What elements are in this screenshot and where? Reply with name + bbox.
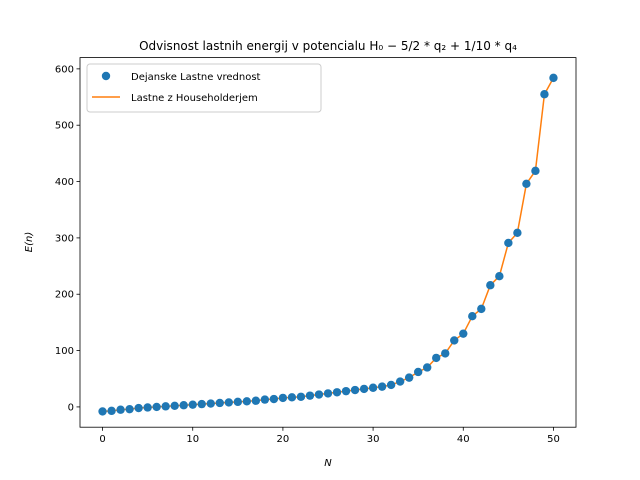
eigenvalue-point [269,394,279,404]
x-tick-label: 20 [277,434,290,445]
x-axis-ticks: 0 10 20 30 40 50 [99,427,560,445]
eigenvalue-point [368,383,378,392]
eigenvalue-point [332,388,342,397]
legend: Dejanske Lastne vrednost Lastne z Househo… [86,63,322,113]
eigenvalue-point [125,404,134,414]
legend-box [86,63,322,113]
legend-entry-label: Lastne z Householderjem [131,93,258,104]
eigenvalue-point [395,377,405,386]
y-axis-ticks: 0 100 200 300 400 500 600 [55,64,80,413]
y-tick-label: 500 [55,121,74,132]
eigenvalue-point [504,238,513,248]
eigenvalue-point [278,393,288,403]
eigenvalue-point [314,390,324,399]
eigenvalue-point [432,353,441,363]
eigenvalue-point [98,407,107,416]
eigenvalue-point [134,403,143,413]
eigenvalue-point [323,389,333,398]
scatter-series-layer [98,73,558,416]
eigenvalue-point [423,363,432,372]
eigenvalue-point [287,393,297,402]
eigenvalue-point [233,397,243,407]
eigenvalue-point [531,166,540,176]
y-tick-label: 0 [68,402,74,413]
line-series-layer [102,77,555,413]
eigenvalue-point [468,312,477,321]
eigenvalue-point [404,373,414,382]
eigenvalue-point [188,400,197,409]
y-tick-label: 200 [55,290,74,301]
eigenvalue-point [152,402,161,412]
eigenvalue-point [242,397,252,406]
x-axis-label: N [324,458,332,469]
eigenvalue-point [441,349,450,358]
eigenvalue-point [305,391,315,400]
y-tick-label: 300 [55,233,74,244]
plot-area-frame [79,57,577,428]
y-tick-label: 600 [55,64,74,75]
chart-title-group: Odvisnost lastnih energij v potencialu H… [139,39,517,53]
eigenvalue-point [197,399,206,409]
eigenvalue-point [170,401,179,410]
eigenvalue-point [215,398,224,408]
chart-title: Odvisnost lastnih energij v potencialu H… [139,39,517,53]
eigenvalue-point [161,402,170,411]
eigenvalue-point [495,272,504,281]
eigenvalue-point [350,385,360,395]
eigenvalue-point [450,336,459,345]
x-tick-label: 10 [186,434,199,445]
eigenvalue-point [459,329,468,338]
eigenvalue-point [179,401,188,410]
x-tick-label: 0 [99,434,105,445]
eigenvalue-point [251,396,261,405]
y-axis-label: E(n) [24,232,35,252]
eigenvalue-point [359,384,369,394]
householder-series-line [102,77,555,413]
eigenvalue-point [107,406,116,416]
eigenvalue-point [296,392,306,401]
legend-entry-label: Dejanske Lastne vrednost [131,72,261,83]
eigenvalue-point [143,403,152,412]
eigenvalue-point [522,179,531,189]
eigenvalue-point [486,281,495,290]
x-tick-label: 30 [367,434,380,445]
x-tick-label: 50 [547,434,560,445]
eigenvalue-point [260,395,270,404]
y-tick-label: 100 [55,346,74,357]
eigenvalue-point [540,90,549,99]
x-tick-label: 40 [457,434,470,445]
eigenvalue-point [549,73,558,83]
legend-point-swatch [101,71,111,81]
y-tick-label: 400 [55,177,74,188]
eigenvalue-point [116,405,125,414]
eigenvalue-point [206,399,215,408]
eigenvalue-point [377,382,387,391]
eigenvalue-point [477,304,486,314]
eigenvalue-point [341,386,351,396]
eigenvalue-point [413,367,423,377]
eigenvalue-point [224,398,233,407]
eigenvalue-point [513,228,522,238]
eigenvalue-point [386,380,396,390]
